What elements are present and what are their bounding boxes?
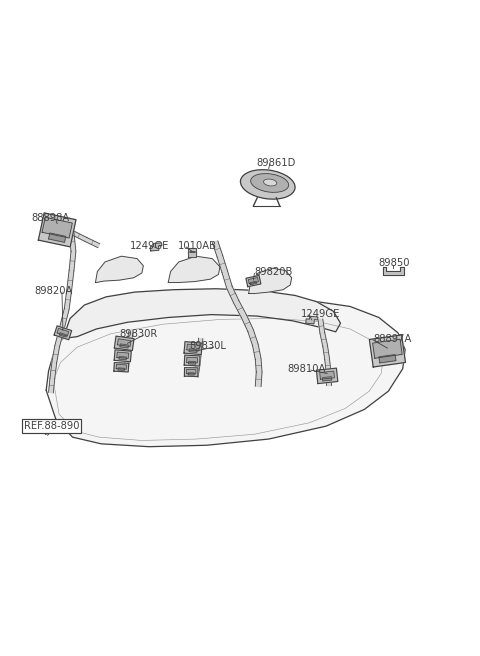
Text: 89820A: 89820A	[34, 285, 72, 296]
Text: 1249GE: 1249GE	[301, 308, 341, 319]
Polygon shape	[48, 233, 66, 242]
Polygon shape	[187, 344, 199, 351]
Polygon shape	[234, 300, 246, 318]
Text: 89820B: 89820B	[254, 267, 293, 277]
Polygon shape	[370, 335, 406, 367]
Polygon shape	[248, 329, 258, 346]
Polygon shape	[249, 268, 292, 293]
Polygon shape	[255, 372, 262, 386]
Polygon shape	[114, 350, 132, 361]
Polygon shape	[255, 359, 262, 372]
Polygon shape	[383, 267, 404, 276]
Polygon shape	[124, 358, 130, 371]
Polygon shape	[168, 256, 220, 283]
Text: 89861D: 89861D	[257, 158, 296, 168]
Polygon shape	[63, 289, 340, 338]
Polygon shape	[116, 364, 126, 369]
Text: 89810A: 89810A	[288, 363, 326, 374]
Polygon shape	[48, 378, 55, 393]
Polygon shape	[189, 361, 196, 364]
Polygon shape	[306, 316, 318, 324]
Polygon shape	[320, 333, 327, 346]
Polygon shape	[114, 336, 134, 350]
Polygon shape	[118, 339, 131, 346]
Polygon shape	[197, 338, 203, 351]
Polygon shape	[246, 276, 261, 287]
Polygon shape	[186, 369, 196, 374]
Polygon shape	[326, 372, 331, 386]
Polygon shape	[50, 362, 57, 379]
Polygon shape	[117, 352, 129, 358]
Polygon shape	[241, 315, 253, 331]
Polygon shape	[325, 359, 331, 373]
Polygon shape	[184, 355, 200, 366]
Polygon shape	[189, 349, 197, 352]
Polygon shape	[69, 232, 76, 252]
Polygon shape	[222, 271, 232, 288]
Polygon shape	[320, 371, 335, 379]
Polygon shape	[57, 329, 69, 337]
Polygon shape	[316, 368, 338, 384]
Polygon shape	[119, 356, 127, 359]
Polygon shape	[46, 298, 405, 447]
Polygon shape	[252, 344, 261, 359]
Polygon shape	[184, 342, 202, 355]
Text: 1249GE: 1249GE	[130, 241, 169, 251]
Polygon shape	[67, 270, 74, 291]
Polygon shape	[114, 363, 129, 372]
Polygon shape	[60, 308, 69, 329]
Text: REF.88-890: REF.88-890	[24, 421, 79, 431]
Polygon shape	[248, 277, 258, 284]
Polygon shape	[71, 230, 87, 241]
Polygon shape	[194, 363, 200, 377]
Polygon shape	[217, 255, 228, 272]
Polygon shape	[188, 248, 196, 256]
Ellipse shape	[264, 179, 277, 186]
Polygon shape	[69, 251, 76, 271]
Polygon shape	[188, 373, 194, 375]
Polygon shape	[372, 339, 402, 358]
Polygon shape	[55, 327, 64, 347]
Polygon shape	[59, 333, 67, 337]
Polygon shape	[196, 351, 202, 364]
Text: 89830R: 89830R	[120, 329, 157, 338]
Polygon shape	[125, 344, 131, 358]
Ellipse shape	[240, 170, 295, 199]
Polygon shape	[54, 326, 72, 340]
Polygon shape	[42, 217, 72, 238]
Text: 89850: 89850	[379, 258, 410, 268]
Text: 1010AB: 1010AB	[178, 241, 217, 251]
Polygon shape	[318, 319, 324, 333]
Polygon shape	[52, 346, 60, 363]
Polygon shape	[150, 243, 162, 251]
Polygon shape	[127, 331, 133, 345]
Polygon shape	[187, 358, 198, 363]
Polygon shape	[38, 213, 76, 247]
Text: 88897A: 88897A	[373, 333, 411, 344]
Polygon shape	[323, 346, 329, 359]
Text: 88898A: 88898A	[32, 213, 70, 223]
Polygon shape	[184, 367, 198, 377]
Polygon shape	[85, 237, 100, 247]
Text: 89830L: 89830L	[190, 341, 227, 351]
Polygon shape	[96, 256, 144, 283]
Polygon shape	[64, 291, 72, 309]
Ellipse shape	[251, 174, 288, 192]
Polygon shape	[323, 377, 332, 381]
Polygon shape	[227, 286, 239, 303]
Polygon shape	[379, 355, 396, 363]
Polygon shape	[212, 241, 223, 257]
Polygon shape	[118, 368, 125, 371]
Polygon shape	[120, 344, 129, 348]
Polygon shape	[250, 281, 257, 285]
